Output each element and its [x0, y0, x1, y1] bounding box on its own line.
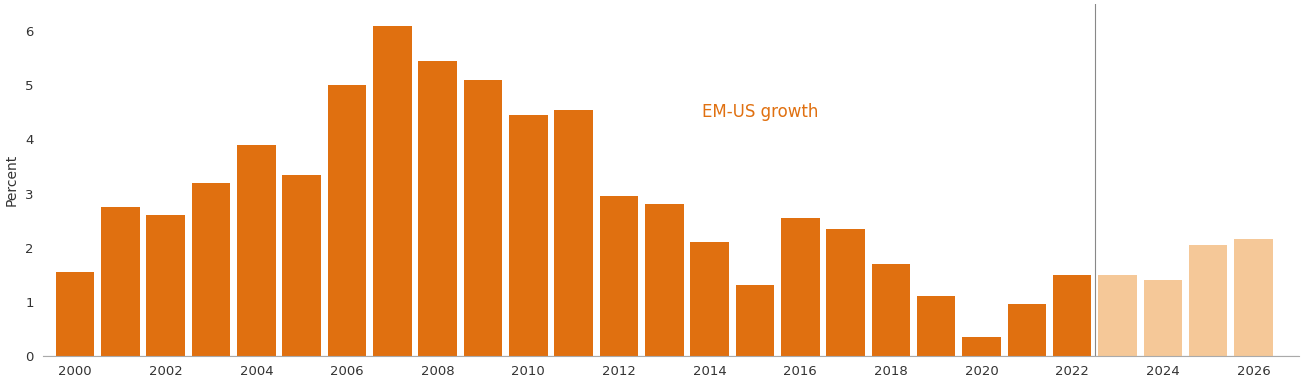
- Bar: [780, 218, 820, 356]
- Bar: [554, 110, 593, 356]
- Bar: [373, 26, 412, 356]
- Bar: [1053, 275, 1092, 356]
- Bar: [826, 229, 865, 356]
- Bar: [283, 175, 321, 356]
- Bar: [146, 215, 185, 356]
- Bar: [1234, 240, 1273, 356]
- Bar: [645, 204, 684, 356]
- Bar: [917, 296, 955, 356]
- Bar: [1144, 280, 1182, 356]
- Bar: [418, 61, 457, 356]
- Text: EM-US growth: EM-US growth: [702, 103, 818, 121]
- Bar: [736, 285, 774, 356]
- Y-axis label: Percent: Percent: [4, 154, 18, 206]
- Bar: [1188, 245, 1227, 356]
- Bar: [102, 207, 139, 356]
- Bar: [237, 145, 276, 356]
- Bar: [599, 196, 638, 356]
- Bar: [192, 183, 231, 356]
- Bar: [963, 337, 1001, 356]
- Bar: [464, 80, 502, 356]
- Bar: [691, 242, 728, 356]
- Bar: [509, 115, 547, 356]
- Bar: [1007, 304, 1046, 356]
- Bar: [1098, 275, 1136, 356]
- Bar: [328, 85, 366, 356]
- Bar: [872, 264, 911, 356]
- Bar: [56, 272, 94, 356]
